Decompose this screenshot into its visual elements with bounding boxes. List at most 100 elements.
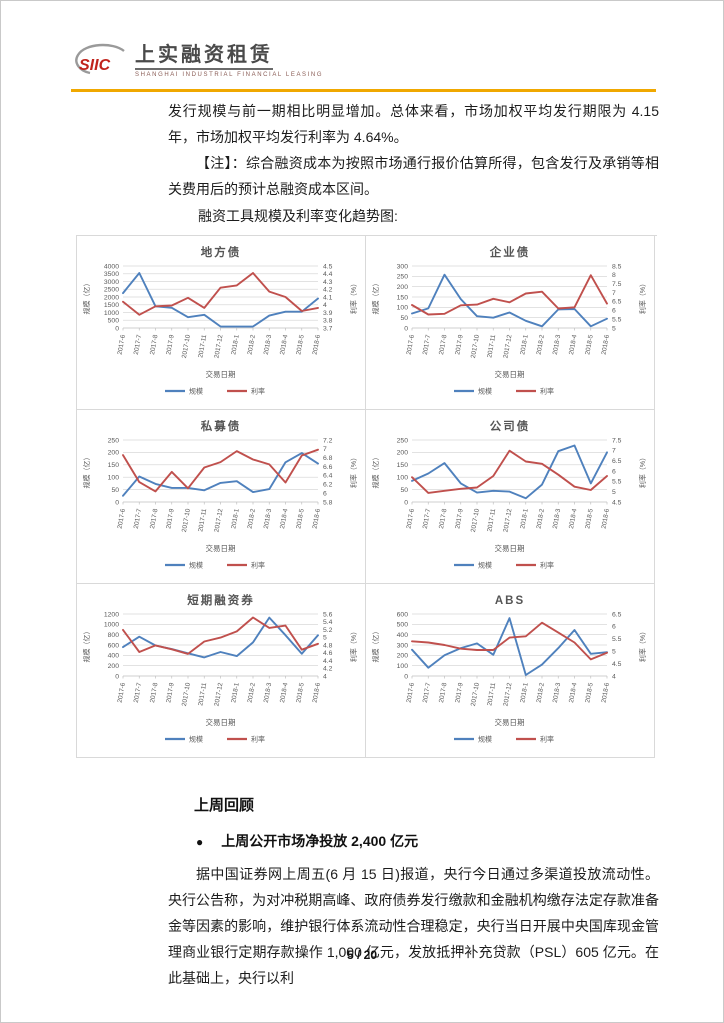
svg-text:2017-11: 2017-11 bbox=[486, 508, 497, 533]
svg-text:利率: 利率 bbox=[540, 387, 554, 396]
chart-svg: 私募债 0 50 100 150 200 250 5.8 66.2 6.4 6.6 6.8 7 7.2 20… bbox=[82, 419, 358, 570]
logo-en-name: SHANGHAI INDUSTRIAL FINANCIAL LEASING bbox=[135, 72, 324, 78]
svg-text:200: 200 bbox=[108, 663, 120, 670]
svg-text:200: 200 bbox=[397, 653, 409, 660]
svg-text:4.4: 4.4 bbox=[323, 658, 333, 665]
svg-text:6: 6 bbox=[323, 490, 327, 497]
svg-text:2018-3: 2018-3 bbox=[263, 682, 273, 704]
svg-text:2018-2: 2018-2 bbox=[536, 334, 546, 356]
svg-text:利率: 利率 bbox=[251, 387, 265, 396]
svg-text:2018-1: 2018-1 bbox=[519, 508, 529, 530]
svg-text:2017-12: 2017-12 bbox=[213, 508, 224, 533]
svg-text:200: 200 bbox=[108, 450, 120, 457]
header-divider bbox=[71, 89, 656, 92]
svg-text:交易日期: 交易日期 bbox=[206, 369, 236, 379]
svg-text:1200: 1200 bbox=[104, 611, 119, 618]
svg-text:50: 50 bbox=[111, 487, 119, 494]
svg-text:2018-3: 2018-3 bbox=[552, 508, 562, 530]
svg-text:600: 600 bbox=[397, 611, 409, 618]
svg-text:2018-6: 2018-6 bbox=[601, 682, 611, 704]
svg-text:2017-7: 2017-7 bbox=[133, 334, 143, 356]
svg-text:6.5: 6.5 bbox=[612, 458, 622, 465]
svg-text:0: 0 bbox=[404, 325, 408, 332]
review-paragraph: 据中国证券网上周五(6 月 15 日)报道，央行今日通过多渠道投放流动性。央行公… bbox=[168, 866, 659, 986]
svg-text:利率（%）: 利率（%） bbox=[638, 454, 647, 488]
svg-text:5: 5 bbox=[323, 635, 327, 642]
svg-text:500: 500 bbox=[397, 622, 409, 629]
bullet-text: 上周公开市场净投放 2,400 亿元 bbox=[221, 833, 419, 849]
svg-text:2018-3: 2018-3 bbox=[263, 508, 273, 530]
svg-text:6: 6 bbox=[612, 624, 616, 631]
svg-text:交易日期: 交易日期 bbox=[495, 717, 525, 727]
svg-text:规模: 规模 bbox=[478, 561, 492, 570]
svg-text:250: 250 bbox=[108, 437, 120, 444]
svg-text:7: 7 bbox=[323, 446, 327, 453]
svg-text:2018-5: 2018-5 bbox=[584, 334, 594, 356]
svg-text:2018-6: 2018-6 bbox=[312, 334, 322, 356]
svg-text:2017-9: 2017-9 bbox=[454, 508, 464, 530]
svg-text:2017-6: 2017-6 bbox=[406, 334, 416, 356]
svg-text:利率: 利率 bbox=[540, 735, 554, 744]
svg-text:交易日期: 交易日期 bbox=[206, 543, 236, 553]
svg-text:4.3: 4.3 bbox=[323, 279, 333, 286]
svg-text:规模（亿）: 规模（亿） bbox=[82, 628, 91, 663]
svg-text:4.5: 4.5 bbox=[612, 661, 622, 668]
svg-text:公司债: 公司债 bbox=[490, 419, 531, 433]
svg-text:100: 100 bbox=[397, 305, 409, 312]
svg-text:2018-4: 2018-4 bbox=[568, 334, 578, 356]
svg-text:7.2: 7.2 bbox=[323, 437, 333, 444]
svg-text:5.2: 5.2 bbox=[323, 627, 333, 634]
svg-text:7: 7 bbox=[612, 290, 616, 297]
svg-text:300: 300 bbox=[397, 642, 409, 649]
svg-text:2017-8: 2017-8 bbox=[149, 508, 159, 530]
svg-text:5: 5 bbox=[612, 325, 616, 332]
svg-text:2018-6: 2018-6 bbox=[601, 334, 611, 356]
svg-text:1000: 1000 bbox=[104, 310, 119, 317]
svg-text:2017-6: 2017-6 bbox=[406, 508, 416, 530]
svg-text:交易日期: 交易日期 bbox=[495, 543, 525, 553]
svg-text:4.2: 4.2 bbox=[323, 287, 333, 294]
svg-text:利率（%）: 利率（%） bbox=[638, 280, 647, 314]
chart-svg: 公司债 0 50 100 150 200 250 4.5 5 5.5 6 6.5 7 7.5 2017-6 2… bbox=[371, 419, 647, 570]
svg-text:2017-7: 2017-7 bbox=[133, 682, 143, 704]
svg-text:2017-11: 2017-11 bbox=[486, 334, 497, 359]
siic-logo-icon: SIIC bbox=[75, 43, 125, 75]
svg-text:8.5: 8.5 bbox=[612, 263, 622, 270]
svg-text:2018-1: 2018-1 bbox=[230, 508, 240, 530]
chart-cell-abs: ABS 0 100 200 300 400 500 600 4 4.5 5 5.5 6 6.5 2017-6… bbox=[366, 584, 655, 758]
svg-text:0: 0 bbox=[115, 325, 119, 332]
svg-text:5.6: 5.6 bbox=[323, 611, 333, 618]
svg-text:2017-7: 2017-7 bbox=[422, 682, 432, 704]
svg-text:2018-3: 2018-3 bbox=[552, 334, 562, 356]
logo-cn-name: 上实融资租赁 bbox=[135, 43, 273, 70]
svg-text:2018-5: 2018-5 bbox=[584, 682, 594, 704]
svg-text:6.5: 6.5 bbox=[612, 299, 622, 306]
svg-text:5: 5 bbox=[612, 489, 616, 496]
svg-text:2017-11: 2017-11 bbox=[197, 682, 208, 707]
svg-text:ABS: ABS bbox=[495, 595, 525, 607]
svg-text:150: 150 bbox=[108, 462, 120, 469]
svg-text:4.2: 4.2 bbox=[323, 666, 333, 673]
svg-text:4.8: 4.8 bbox=[323, 642, 333, 649]
svg-text:规模: 规模 bbox=[189, 735, 203, 744]
bullet-item: ● 上周公开市场净投放 2,400 亿元 bbox=[196, 831, 418, 851]
svg-text:5.8: 5.8 bbox=[323, 499, 333, 506]
svg-text:6.6: 6.6 bbox=[323, 464, 333, 471]
svg-text:2018-6: 2018-6 bbox=[312, 682, 322, 704]
svg-text:50: 50 bbox=[400, 315, 408, 322]
svg-text:地方债: 地方债 bbox=[201, 245, 242, 259]
logo-siic-text: SIIC bbox=[79, 57, 111, 74]
svg-text:500: 500 bbox=[108, 318, 120, 325]
intro-paragraph-1: 发行规模与前一期相比明显增加。总体来看，市场加权平均发行期限为 4.15 年，市… bbox=[168, 103, 659, 145]
svg-text:规模: 规模 bbox=[189, 387, 203, 396]
chart-cell-local-bond: 地方债 0 500 1000 1500 2000 2500 3000 3500 4000 3.7 3.… bbox=[77, 236, 366, 410]
svg-text:2018-2: 2018-2 bbox=[536, 508, 546, 530]
svg-text:150: 150 bbox=[397, 294, 409, 301]
svg-text:2017-11: 2017-11 bbox=[486, 682, 497, 707]
svg-text:利率（%）: 利率（%） bbox=[349, 280, 358, 314]
svg-text:利率（%）: 利率（%） bbox=[638, 628, 647, 662]
svg-text:2018-2: 2018-2 bbox=[247, 334, 257, 356]
svg-text:2017-12: 2017-12 bbox=[502, 682, 513, 707]
svg-text:6.5: 6.5 bbox=[612, 611, 622, 618]
svg-text:4: 4 bbox=[323, 673, 327, 680]
